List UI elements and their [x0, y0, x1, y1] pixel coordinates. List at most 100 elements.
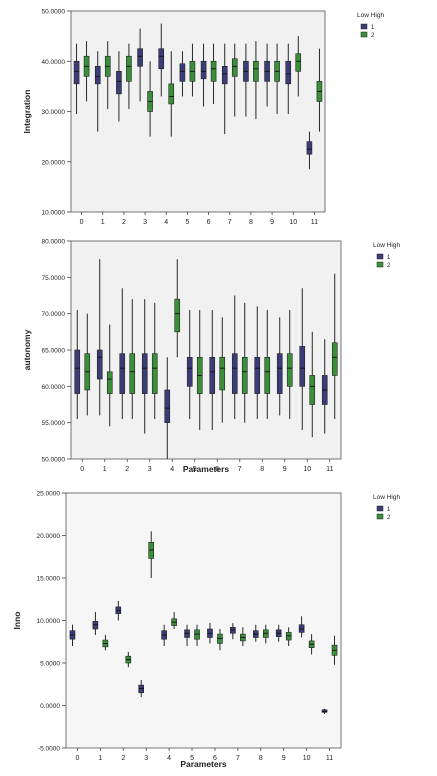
x-tick-label: 4: [167, 755, 171, 762]
box-series-2: [126, 55, 132, 82]
x-tick-label: 3: [143, 219, 147, 226]
legend-swatch-2: [360, 31, 368, 38]
box-series-1: [119, 353, 126, 394]
box-series-2: [309, 375, 316, 405]
y-tick-label: 20.0000: [42, 159, 66, 166]
box-series-1: [221, 65, 228, 85]
box-series-2: [106, 371, 113, 394]
x-tick-label: 1: [98, 755, 102, 762]
y-tick-label: 25.0000: [37, 491, 61, 498]
y-tick-label: 55.0000: [42, 420, 66, 427]
integration-chart-panel: 10.0000 20.0000 30.0000 40.0000 50.0000 0 1 2 3 4…: [0, 0, 437, 235]
x-tick-label: 10: [303, 755, 311, 762]
box-series-2: [129, 353, 136, 394]
x-tick-label: 8: [249, 219, 253, 226]
legend-label: 2: [387, 515, 391, 521]
y-tick-label: 80.0000: [42, 239, 66, 246]
box-series-1: [231, 353, 238, 394]
box-series-1: [164, 389, 171, 423]
box-series-2: [295, 53, 302, 72]
legend-swatch-1: [360, 23, 368, 30]
legend-swatch-1: [376, 505, 384, 512]
x-tick-label: 5: [190, 755, 194, 762]
x-tick-label: 5: [185, 219, 189, 226]
box-series-1: [73, 60, 80, 85]
y-tick-label: 10.0000: [42, 210, 66, 217]
y-tick-label: 5.0000: [40, 661, 60, 668]
y-tick-label: 15.0000: [37, 576, 61, 583]
legend-label: 2: [387, 263, 391, 269]
x-tick-label: 3: [148, 466, 152, 473]
x-tick-label: 7: [236, 755, 240, 762]
y-tick-label: 0.0000: [40, 703, 60, 710]
x-tick-label: 2: [125, 466, 129, 473]
legend-title: Low High: [373, 242, 400, 249]
legend-swatch-2: [376, 261, 384, 268]
y-axis-label: autonomy: [22, 329, 32, 370]
legend-swatch-2: [376, 513, 384, 520]
box-series-2: [210, 60, 217, 82]
box-series-2: [174, 298, 181, 333]
y-tick-label: 75.0000: [42, 275, 66, 282]
box-series-1: [299, 346, 306, 387]
x-tick-label: 8: [259, 755, 263, 762]
x-tick-label: 11: [311, 219, 318, 226]
y-tick-label: 50.0000: [42, 9, 66, 16]
box-series-2: [231, 58, 238, 77]
box-series-1: [186, 356, 193, 387]
box-series-1: [306, 141, 313, 155]
x-tick-label: 9: [282, 755, 286, 762]
box-series-1: [74, 349, 81, 394]
y-tick-label: 50.0000: [42, 457, 66, 464]
x-tick-label: 0: [80, 219, 84, 226]
y-tick-label: 40.0000: [42, 59, 66, 66]
x-tick-label: 9: [270, 219, 274, 226]
legend-label: 1: [387, 255, 391, 261]
box-series-2: [331, 342, 338, 376]
box-series-2: [151, 353, 158, 394]
x-axis-label: Parameters: [180, 759, 227, 769]
box-series-1: [96, 349, 103, 380]
autonomy-chart-panel: 50.0000 55.0000 60.0000 65.0000 70.0000 75.00…: [0, 235, 437, 485]
box-series-2: [219, 356, 226, 391]
box-series-1: [141, 353, 148, 394]
inno-boxplot: -5.0000 0.0000 5.0000 10.0000 15.0000 20.0000…: [12, 491, 400, 770]
box-series-1: [94, 65, 101, 85]
box-series-1: [276, 353, 283, 394]
x-tick-label: 10: [303, 466, 311, 473]
x-tick-label: 8: [260, 466, 264, 473]
box-series-1: [137, 48, 143, 67]
y-tick-label: 65.0000: [42, 348, 66, 355]
box-series-1: [116, 71, 122, 95]
plot-area: [65, 492, 342, 749]
x-tick-label: 9: [283, 466, 287, 473]
y-tick-label: 60.0000: [42, 384, 66, 391]
y-tick-label: 20.0000: [37, 533, 61, 540]
box-series-1: [209, 356, 216, 394]
legend-title: Low High: [373, 494, 400, 501]
x-tick-label: 0: [80, 466, 84, 473]
box-series-2: [286, 353, 293, 387]
y-axis-label: Integration: [22, 90, 32, 134]
plot-area: [70, 240, 342, 460]
legend-title: Low High: [357, 12, 384, 19]
legend-swatch-1: [376, 253, 384, 260]
y-tick-label: 30.0000: [42, 109, 66, 116]
x-tick-label: 2: [122, 219, 126, 226]
y-tick-label: 10.0000: [37, 618, 61, 625]
legend-label: 1: [371, 25, 375, 31]
x-tick-label: 0: [76, 755, 80, 762]
x-tick-label: 2: [121, 755, 125, 762]
x-tick-label: 6: [207, 219, 211, 226]
box-series-2: [253, 60, 259, 82]
x-tick-label: 7: [238, 466, 242, 473]
x-tick-label: 11: [326, 466, 333, 473]
inno-chart-panel: -5.0000 0.0000 5.0000 10.0000 15.0000 20.0000…: [0, 485, 437, 776]
x-tick-label: 11: [326, 755, 333, 762]
box-series-2: [168, 83, 175, 105]
plot-area: [70, 10, 326, 213]
y-tick-label: -5.0000: [38, 746, 60, 753]
x-tick-label: 4: [170, 466, 174, 473]
x-tick-label: 1: [101, 219, 105, 226]
x-tick-label: 5: [193, 466, 197, 473]
